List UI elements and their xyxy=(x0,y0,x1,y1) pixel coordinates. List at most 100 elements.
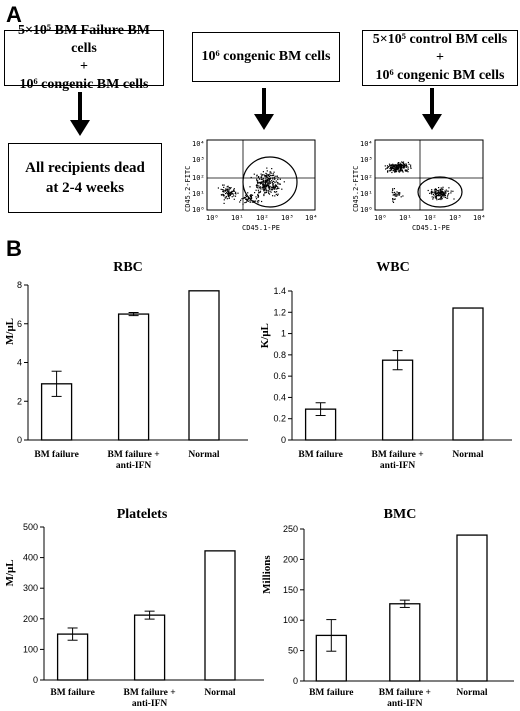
flow-event-dot xyxy=(405,163,407,165)
flow-event-dot xyxy=(388,170,390,172)
x-category-label: Normal xyxy=(188,450,219,460)
flow-event-dot xyxy=(438,190,440,193)
y-tick-label: 1 xyxy=(281,329,286,339)
flow1-ytick: 10¹ xyxy=(192,190,205,198)
flow-event-dot xyxy=(257,187,259,189)
flow-event-dot xyxy=(448,187,450,189)
flow2-xtick: 10¹ xyxy=(399,214,412,222)
flow-event-dot xyxy=(277,186,279,188)
flow-event-dot xyxy=(272,178,274,180)
flow-event-dot xyxy=(265,192,267,194)
flow-event-dot xyxy=(396,167,399,169)
flow-event-dot xyxy=(249,201,251,203)
flow-event-dot xyxy=(389,165,391,167)
flow-event-dot xyxy=(283,181,285,183)
flow-event-dot xyxy=(438,194,440,196)
flow-event-dot xyxy=(275,184,277,186)
flow-event-dot xyxy=(263,174,265,176)
flow-event-dot xyxy=(265,172,267,174)
flow-event-dot xyxy=(432,198,434,200)
flow-event-dot xyxy=(267,189,269,191)
flow-event-dot xyxy=(442,186,444,188)
flow-event-dot xyxy=(226,186,228,188)
x-category-label: BM failure xyxy=(50,688,94,698)
flow-plot-congenic xyxy=(206,139,316,211)
flow-event-dot xyxy=(404,169,406,171)
flow-event-dot xyxy=(225,189,227,191)
y-tick-label: 4 xyxy=(17,358,22,368)
flow-event-dot xyxy=(251,194,254,196)
flow-event-dot xyxy=(272,183,274,185)
flow-event-dot xyxy=(261,200,263,203)
flow-event-dot xyxy=(255,198,258,200)
flow-event-dot xyxy=(392,170,394,172)
flow-event-dot xyxy=(397,164,399,167)
flow-event-dot xyxy=(227,191,230,193)
panel-a-letter: A xyxy=(6,2,22,27)
flow-event-dot xyxy=(244,196,246,198)
flow-event-dot xyxy=(264,189,266,191)
flow-event-dot xyxy=(265,184,267,186)
flow2-xtick: 10² xyxy=(424,214,437,222)
flow-event-dot xyxy=(229,192,231,194)
flow-event-dot xyxy=(227,189,229,191)
flow-event-dot xyxy=(250,201,252,203)
flow-event-dot xyxy=(259,187,261,189)
flow-event-dot xyxy=(234,192,236,194)
congenic-control-box: 10⁶ congenic BM cells xyxy=(192,32,340,82)
flow-event-dot xyxy=(397,168,399,170)
flow-event-dot xyxy=(233,189,235,191)
y-tick-label: 0 xyxy=(293,676,298,686)
flow-event-dot xyxy=(258,182,260,184)
flow-event-dot xyxy=(227,185,229,187)
flow-event-dot xyxy=(261,182,263,184)
flow-event-dot xyxy=(447,197,449,199)
flow-event-dot xyxy=(435,197,437,199)
flow-event-dot xyxy=(267,184,269,186)
flow-event-dot xyxy=(388,166,390,168)
flow-event-dot xyxy=(227,194,229,196)
flow-event-dot xyxy=(265,179,267,181)
flow-event-dot xyxy=(437,194,439,196)
chart-title: Platelets xyxy=(117,507,168,522)
y-tick-label: 150 xyxy=(283,585,298,595)
y-tick-label: 0 xyxy=(33,675,38,685)
flow-event-dot xyxy=(435,188,437,190)
flow-event-dot xyxy=(222,190,224,193)
flow1-xtick: 10¹ xyxy=(231,214,244,222)
flow-event-dot xyxy=(257,196,259,198)
flow-event-dot xyxy=(444,195,446,197)
flow-event-dot xyxy=(403,163,405,166)
flow-event-dot xyxy=(246,200,248,202)
flow-event-dot xyxy=(398,171,401,173)
flow-event-dot xyxy=(277,177,279,179)
error-bar xyxy=(51,370,62,397)
y-tick-label: 200 xyxy=(23,614,38,624)
bar xyxy=(204,550,236,681)
flow-event-dot xyxy=(276,175,278,177)
flow-event-dot xyxy=(275,185,277,188)
flow-event-dot xyxy=(395,168,397,170)
flow-event-dot xyxy=(400,196,402,198)
flow-event-dot xyxy=(432,193,434,195)
flow-event-dot xyxy=(439,189,441,191)
flow-event-dot xyxy=(405,169,407,171)
flow-event-dot xyxy=(249,186,251,188)
flow-event-dot xyxy=(256,184,258,186)
flow-event-dot xyxy=(227,190,229,192)
flow-event-dot xyxy=(262,179,264,181)
flow-event-dot xyxy=(220,194,222,196)
flow-event-dot xyxy=(223,195,225,197)
flow-event-dot xyxy=(269,173,271,175)
flow-event-dot xyxy=(265,190,267,192)
flow-event-dot xyxy=(436,192,438,194)
flow-event-dot xyxy=(249,199,251,201)
flow-event-dot xyxy=(260,178,262,180)
box-line: 5×10⁵ control BM cells xyxy=(372,32,508,47)
flow-event-dot xyxy=(393,198,395,200)
flow-event-dot xyxy=(279,178,281,180)
flow-event-dot xyxy=(436,190,438,192)
flow-event-dot xyxy=(233,195,235,197)
flow-event-dot xyxy=(441,193,443,195)
flow-event-dot xyxy=(274,181,276,184)
